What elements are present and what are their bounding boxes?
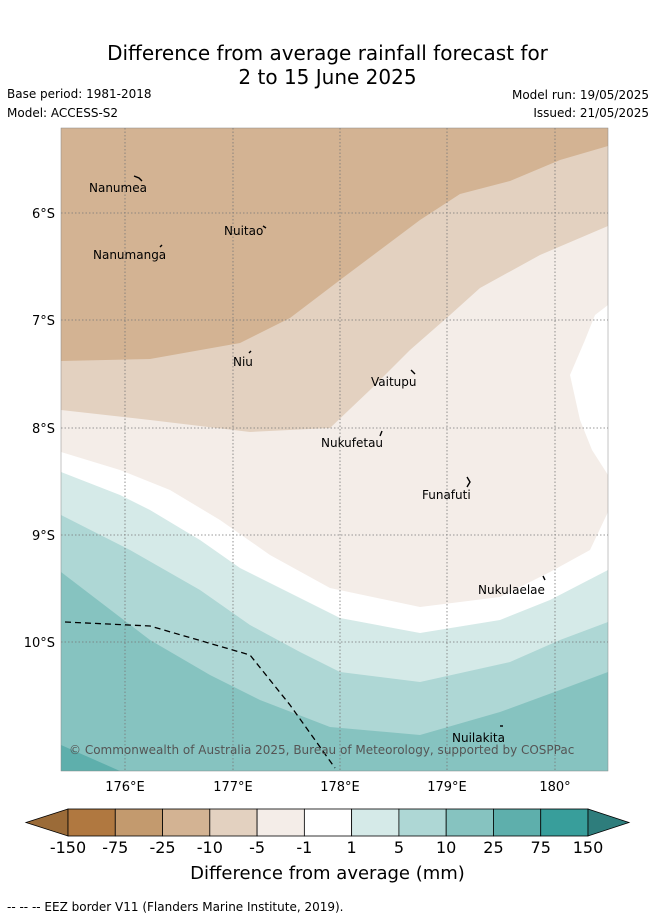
lon-label: 177°E [213,780,253,795]
colorbar-tick-label: -75 [102,838,128,857]
lat-label: 10°S [24,636,55,651]
issued-date: Issued: 21/05/2025 [533,106,649,120]
colorbar-swatch [445,808,494,837]
colorbar-tick-label: -150 [50,838,86,857]
colorbar-tick-label: -25 [149,838,175,857]
lon-label: 176°E [105,780,145,795]
island-nukufetau [379,430,383,437]
place-label-nanumanga: Nanumanga [93,248,166,262]
colorbar-swatch [256,808,305,837]
colorbar-tick-label: 25 [483,838,503,857]
place-labels: Nanumea Nuitao Nanumanga Niu Vaitupu Nuk… [89,181,545,745]
place-label-nanumea: Nanumea [89,181,147,195]
model-name: Model: ACCESS-S2 [7,106,119,120]
colorbar-tick-label: 5 [394,838,404,857]
lat-label: 7°S [32,314,55,329]
graticule [61,128,608,771]
island-niu [248,350,252,354]
place-label-funafuti: Funafuti [422,488,471,502]
map-frame [60,127,609,772]
place-label-niu: Niu [233,355,253,369]
place-label-nukulaelae: Nukulaelae [478,583,545,597]
colorbar-under-arrow [24,808,69,837]
colorbar-tick-label: -5 [249,838,265,857]
island-nanumea [133,175,143,182]
neutral-pocket-east [570,305,608,475]
colorbar-swatch [114,808,163,837]
lon-label: 180° [539,780,570,795]
colorbar-swatch [67,808,116,837]
lat-label: 6°S [32,207,55,222]
place-label-nuilakita: Nuilakita [452,731,505,745]
colorbar-swatch [540,808,589,837]
colorbar: -150 -75 -25 -10 -5 -1 1 5 10 25 75 150 [24,808,631,857]
colorbar-swatch [209,808,258,837]
colorbar-tick-label: 10 [436,838,456,857]
lon-label: 179°E [427,780,467,795]
title-line-2: 2 to 15 June 2025 [238,65,417,89]
model-run: Model run: 19/05/2025 [511,88,649,102]
colorbar-swatch [351,808,400,837]
base-period: Base period: 1981-2018 [7,87,152,101]
rainfall-map: Nanumea Nuitao Nanumanga Niu Vaitupu Nuk… [24,127,631,857]
copyright-notice: © Commonwealth of Australia 2025, Bureau… [69,743,574,757]
colorbar-tick-label: -1 [296,838,312,857]
island-nanumanga [159,244,163,248]
island-nukulaelae [542,575,546,581]
lat-label: 8°S [32,422,55,437]
map-area: Nanumea Nuitao Nanumanga Niu Vaitupu Nuk… [61,128,608,771]
colorbar-tick-label: 75 [531,838,551,857]
colorbar-swatch [398,808,447,837]
colorbar-title: Difference from average (mm) [190,863,465,884]
island-nuitao [262,225,267,229]
band-plus10-plus25 [61,572,608,771]
island-outlines [133,175,546,727]
colorbar-tick-label: 1 [347,838,357,857]
colorbar-swatch [162,808,211,837]
longitude-labels: 176°E 177°E 178°E 179°E 180° [105,780,570,795]
island-vaitupu [410,369,416,375]
lon-label: 178°E [320,780,360,795]
colorbar-swatch [303,808,353,837]
eez-legend-note: -- -- -- EEZ border V11 (Flanders Marine… [7,900,344,914]
latitude-labels: 6°S 7°S 8°S 9°S 10°S [24,207,55,651]
colorbar-tick-label: -10 [197,838,223,857]
colorbar-over-arrow [587,808,631,837]
band-plus25-plus75 [61,745,120,771]
place-label-nukufetau: Nukufetau [321,436,383,450]
place-label-vaitupu: Vaitupu [371,375,417,389]
colorbar-tick-label: 150 [573,838,604,857]
title-line-1: Difference from average rainfall forecas… [107,41,548,65]
place-label-nuitao: Nuitao [224,224,263,238]
lat-label: 9°S [32,529,55,544]
island-funafuti [466,476,471,488]
colorbar-swatch [493,808,542,837]
